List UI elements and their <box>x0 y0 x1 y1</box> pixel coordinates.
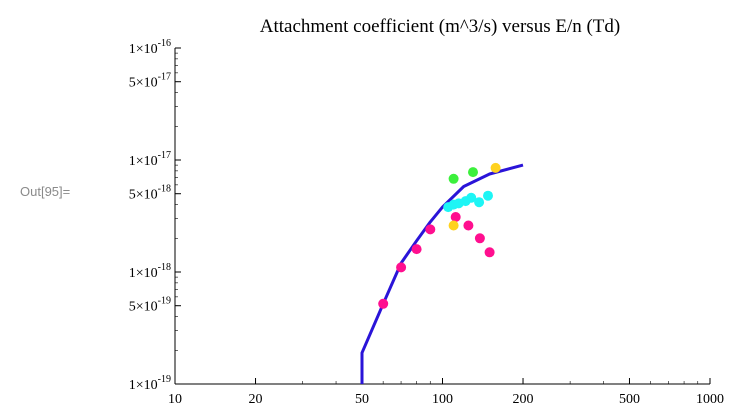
data-point <box>378 298 389 309</box>
chart-title: Attachment coefficient (m^3/s) versus E/… <box>260 16 620 37</box>
data-points <box>378 162 501 309</box>
x-tick-label: 20 <box>249 392 263 407</box>
data-point <box>474 197 485 208</box>
data-point <box>396 262 407 273</box>
data-point <box>411 244 422 255</box>
axes: 10 20 50 100 200 500 1000 1×10-19 5×10-19 1×10-18… <box>129 38 724 407</box>
fit-curve-group <box>360 163 524 384</box>
data-point <box>468 167 478 178</box>
data-point <box>448 173 459 184</box>
data-point <box>425 224 436 235</box>
data-point <box>474 233 485 244</box>
data-point <box>484 247 495 258</box>
fit-curve-line <box>360 163 524 384</box>
y-tick-label: 1×10-17 <box>129 150 171 169</box>
x-tick-label: 10 <box>168 392 182 407</box>
y-tick-label: 1×10-18 <box>129 262 171 281</box>
y-tick-label: 1×10-16 <box>129 38 171 57</box>
x-tick-label: 100 <box>432 392 453 407</box>
x-tick-label: 1000 <box>696 392 724 407</box>
data-point <box>466 192 477 203</box>
y-tick-label: 5×10-18 <box>129 184 171 203</box>
x-tick-label: 200 <box>513 392 534 407</box>
x-tick-label: 500 <box>619 392 640 407</box>
data-point <box>463 220 474 231</box>
y-tick-label: 5×10-17 <box>129 72 171 91</box>
y-tick-label: 1×10-19 <box>129 374 171 393</box>
data-point <box>450 212 461 222</box>
x-tick-label: 50 <box>355 392 369 407</box>
data-point <box>490 162 501 173</box>
data-point <box>483 190 493 201</box>
y-tick-label: 5×10-19 <box>129 296 171 315</box>
data-point <box>448 220 459 231</box>
output-label: Out[95]= <box>20 184 71 199</box>
